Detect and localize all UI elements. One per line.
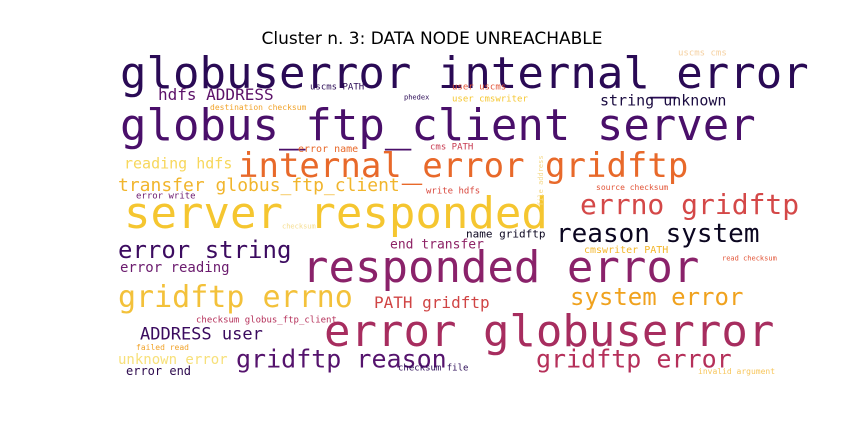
word: string unknown bbox=[600, 91, 727, 110]
word: error string bbox=[118, 236, 292, 264]
word: PATH gridftp bbox=[374, 293, 490, 312]
word: destination checksum bbox=[210, 103, 307, 112]
word: cmswriter PATH bbox=[584, 245, 669, 256]
word: hdfs ADDRESS bbox=[158, 85, 274, 104]
word: checksum globus_ftp_client bbox=[196, 315, 337, 326]
word: file address bbox=[537, 155, 545, 206]
word: uscms cms bbox=[678, 48, 727, 59]
word: checksum file bbox=[398, 363, 469, 374]
word: errno gridftp bbox=[580, 188, 800, 221]
word: ADDRESS user bbox=[140, 324, 263, 345]
word: failed read bbox=[136, 343, 189, 352]
word: error globuserror bbox=[324, 306, 775, 357]
word: name gridftp bbox=[466, 227, 546, 241]
word: error write bbox=[136, 191, 196, 202]
word: error name bbox=[298, 144, 359, 155]
word: reason system bbox=[556, 219, 760, 249]
word: uscms PATH bbox=[310, 82, 365, 93]
word: source checksum bbox=[596, 183, 669, 192]
word: responded error bbox=[302, 242, 700, 293]
word: gridftp error bbox=[536, 344, 732, 374]
word: server responded bbox=[124, 188, 548, 239]
word: checksum bbox=[282, 222, 316, 231]
word: gridftp errno bbox=[118, 280, 353, 315]
word: phedex bbox=[404, 93, 430, 102]
word: user uscms bbox=[452, 82, 507, 93]
word-cloud: globuserror internal_error globus_ftp_cl… bbox=[110, 48, 809, 380]
word: system error bbox=[570, 283, 744, 311]
word: end transfer bbox=[390, 237, 484, 253]
word: gridftp reason bbox=[236, 344, 447, 374]
word: unknown error bbox=[118, 352, 228, 368]
chart-title: Cluster n. 3: DATA NODE UNREACHABLE bbox=[261, 29, 603, 49]
word: transfer globus_ftp_client bbox=[118, 175, 400, 196]
word: globus_ftp_client server bbox=[120, 100, 756, 151]
word: read checksum bbox=[722, 254, 777, 263]
word: invalid argument bbox=[698, 367, 776, 376]
word: internal_error gridftp bbox=[238, 146, 689, 186]
word: user cmswriter bbox=[452, 94, 528, 105]
word: reading hdfs bbox=[124, 154, 233, 173]
word: cms PATH bbox=[430, 142, 474, 153]
word: globuserror internal_error bbox=[120, 48, 809, 99]
word: write hdfs bbox=[426, 186, 481, 197]
word: error end bbox=[126, 364, 192, 378]
word: error reading bbox=[120, 260, 230, 276]
